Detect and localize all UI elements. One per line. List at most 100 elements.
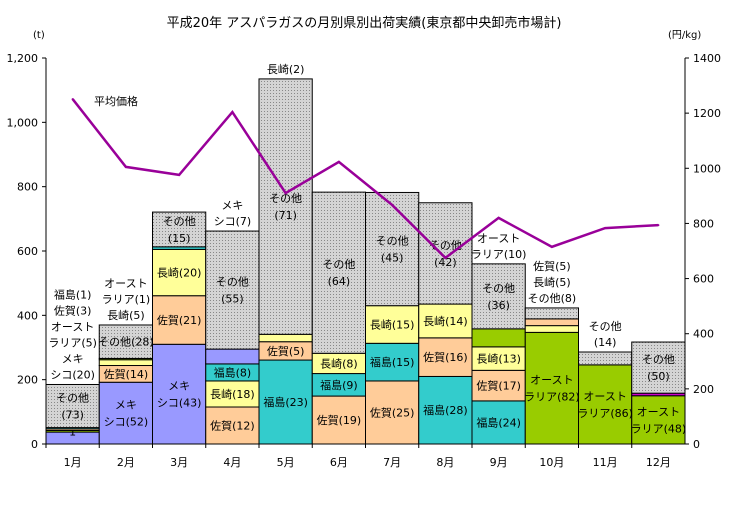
line-legend-label: 平均価格: [94, 94, 138, 108]
bar-segment-other: [418, 202, 473, 305]
segment-label: その他: [163, 215, 196, 228]
segment-label: その他(28): [98, 336, 154, 349]
x-tick-label: 9月: [490, 456, 508, 469]
average-price-point: [337, 160, 340, 163]
average-price-point: [550, 245, 553, 248]
right-tick-label: 1400: [693, 52, 721, 65]
segment-label: 福島(8): [214, 365, 252, 379]
segment-label: 佐賀(16): [423, 350, 468, 364]
right-tick-label: 0: [693, 438, 700, 451]
x-tick-label: 2月: [117, 456, 135, 469]
segment-label: 1: [69, 425, 76, 438]
segment-label: (45): [381, 252, 404, 265]
above-bar-label: 長崎(5): [107, 308, 145, 322]
segment-label: その他: [376, 235, 409, 248]
bar-segment-nagasaki: [365, 305, 420, 344]
segment-label: 福島(15): [370, 355, 415, 369]
x-tick-label: 8月: [436, 456, 454, 469]
above-bar-label: メキ: [221, 199, 243, 212]
segment-label: 佐賀(5): [267, 344, 305, 358]
right-tick-label: 1000: [693, 162, 721, 175]
bar-5月: 福島(23) 佐賀(5) その他 (71) 長崎(2): [258, 62, 313, 445]
average-price-point: [71, 98, 74, 101]
segment-label: その他: [56, 392, 89, 405]
left-tick-label: 1,000: [7, 116, 39, 129]
left-tick-label: 200: [17, 374, 38, 387]
x-tick-label: 3月: [170, 456, 188, 469]
bar-segment-australia: [631, 395, 686, 445]
bar-segment-nagasaki: [524, 325, 579, 333]
bar-segment-australia: [524, 331, 579, 445]
bar-segment-nagasaki: [98, 359, 153, 367]
bar-segment-other: [365, 191, 420, 307]
segment-label: 長崎(8): [320, 356, 358, 370]
above-bar-label: オースト: [104, 277, 147, 290]
segment-label: メキ: [168, 380, 190, 393]
left-axis-unit: (t): [33, 30, 45, 41]
x-tick-label: 1月: [64, 456, 82, 469]
segment-label: その他: [482, 282, 515, 295]
bar-segment-mexico: [152, 343, 207, 445]
above-bar-label: ラリア(1): [102, 293, 151, 306]
segment-label: メキ: [115, 399, 137, 412]
bar-segment-fukushima: [418, 375, 473, 445]
above-bar-label: シコ(7): [214, 215, 252, 228]
segment-label: 福島(9): [320, 378, 358, 392]
segment-label: (64): [328, 275, 351, 288]
segment-label: 佐賀(21): [157, 313, 202, 327]
segment-label: (71): [274, 209, 297, 222]
x-tick-label: 4月: [223, 456, 241, 469]
x-tick-label: 5月: [277, 456, 295, 469]
segment-label: 佐賀(25): [370, 405, 415, 419]
above-bar-label: (14): [594, 336, 617, 349]
above-bar-label: 福島(1): [54, 287, 92, 301]
segment-label: オースト: [637, 405, 680, 418]
average-price-point: [604, 227, 607, 230]
bar-segment-saga: [471, 369, 526, 402]
bar-segment-mexico: [98, 381, 153, 445]
bar-segment-australia: [471, 328, 526, 348]
bar-segment-other: [311, 191, 366, 354]
segment-label: 佐賀(12): [210, 419, 255, 433]
bar-segment-other: [524, 307, 579, 320]
segment-label: 長崎(14): [423, 314, 468, 328]
segment-label: 長崎(15): [370, 318, 415, 332]
left-tick-label: 600: [17, 245, 38, 258]
above-bar-label: 長崎(5): [533, 275, 571, 289]
segment-label: ラリア(86): [577, 407, 633, 420]
bar-segment-other: [205, 230, 260, 350]
segment-label: (55): [221, 293, 244, 306]
bar-segment-other: [152, 211, 207, 248]
average-price-point: [231, 111, 234, 114]
bar-segment-other: [471, 263, 526, 330]
left-tick-label: 400: [17, 309, 38, 322]
above-bar-label: メキ: [62, 352, 84, 365]
segment-label: (36): [487, 299, 510, 312]
average-price-point: [497, 216, 500, 219]
above-bar-label: ラリア(10): [471, 248, 527, 261]
bar-segment-other: [258, 78, 313, 335]
segment-label: シコ(43): [157, 397, 202, 410]
right-axis-unit: (円/kg): [668, 30, 701, 41]
segment-label: 福島(24): [476, 415, 521, 429]
segment-label: 福島(28): [423, 403, 468, 417]
right-tick-label: 800: [693, 217, 714, 230]
segment-label: 佐賀(19): [317, 413, 362, 427]
bar-7月: 佐賀(25) 福島(15) 長崎(15) その他 (45): [365, 191, 420, 445]
bar-segment-nagasaki: [258, 333, 313, 343]
above-bar-label: その他(8): [528, 292, 577, 305]
bar-segment-australia: [578, 364, 633, 445]
left-tick-label: 1,200: [7, 52, 39, 65]
bar-segment-mexico: [205, 348, 260, 365]
bar-segment-other: [578, 351, 633, 366]
segment-label: 長崎(18): [210, 387, 255, 401]
above-bar-label: オースト: [477, 232, 520, 245]
